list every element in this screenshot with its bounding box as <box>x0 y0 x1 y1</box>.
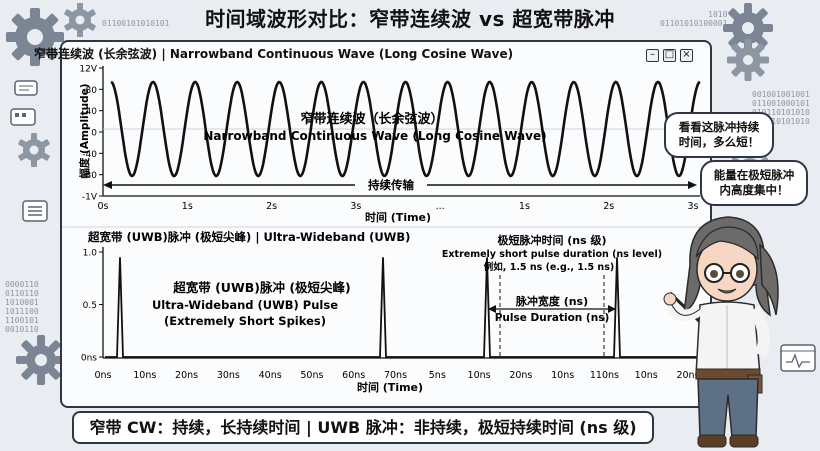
chat-icon <box>14 80 38 96</box>
arrow-right-icon <box>608 305 616 313</box>
bubble-line: 能量在极短脉冲 <box>713 168 795 182</box>
close-button[interactable]: × <box>680 49 693 62</box>
bottom-x-tick-label: 10ns <box>133 370 156 381</box>
bottom-x-tick-label: 10ns <box>635 370 658 381</box>
monitor-icon <box>780 344 816 372</box>
summary-caption: 窄带 CW：持续，长持续时间 | UWB 脉冲：非持续，极短持续时间 (ns 级… <box>72 411 654 444</box>
menu-icon <box>22 200 48 222</box>
top-x-tick-label: 1s <box>519 201 530 212</box>
uwb-label-cn: 超宽带 (UWB)脉冲 (极短尖峰) <box>172 280 351 295</box>
gear-icon <box>727 39 769 81</box>
bubble-line: 时间，多么短！ <box>678 135 760 149</box>
bottom-x-tick-label: 10ns <box>468 370 491 381</box>
bottom-x-label: 时间 (Time) <box>357 380 423 394</box>
bottom-x-tick-label: 70ns <box>384 370 407 381</box>
binary-text: 1010 01101010100001 <box>660 10 728 28</box>
bubble-line: 看看这脉冲持续 <box>678 120 760 134</box>
page-title: 时间域波形对比：窄带连续波 vs 超宽带脉冲 <box>205 7 615 31</box>
bottom-y-tick-label: 0ns <box>81 354 97 364</box>
top-x-tick-label: 0s <box>98 201 109 212</box>
cosine-wave-line <box>110 80 701 178</box>
top-y-tick-label: -1V <box>82 193 98 203</box>
bottom-x-tick-label: 30ns <box>217 370 240 381</box>
top-y-tick-label: -80 <box>82 171 97 181</box>
gear-icon <box>6 8 64 66</box>
arrow-left-icon <box>103 181 112 189</box>
binary-text: 001001001001 011001000101 010110101010 1… <box>752 90 810 126</box>
cw-label-en: Narrowband Continuous Wave (Long Cosine … <box>203 129 546 143</box>
bottom-x-tick-label: 40ns <box>259 370 282 381</box>
bottom-x-tick-label: 10ns <box>551 370 574 381</box>
uwb-label-en1: Ultra-Wideband (UWB) Pulse <box>152 298 338 312</box>
width-label-cn: 脉冲宽度 (ns) <box>515 294 588 308</box>
speech-bubble: 看看这脉冲持续 时间，多么短！ <box>664 112 774 158</box>
cw-label-cn: 窄带连续波（长余弦波） <box>300 111 443 127</box>
top-x-tick-label: 3s <box>688 201 699 212</box>
width-label-en: Pulse Duration (ns) <box>495 312 610 324</box>
bottom-x-tick-label: 60ns <box>342 370 365 381</box>
bubble-line: 内高度集中！ <box>719 183 789 197</box>
bottom-x-tick-label: 0ns <box>94 370 111 381</box>
bottom-x-tick-label: 110ns <box>590 370 619 381</box>
chat-icon <box>10 108 36 126</box>
uwb-label-en2: (Extremely Short Spikes) <box>164 314 326 328</box>
duration-label: 持续传输 <box>368 178 414 192</box>
top-x-tick-label: 2s <box>266 201 277 212</box>
bottom-x-tick-label: 20ns <box>509 370 532 381</box>
pulse-time-example: 例如, 1.5 ns (e.g., 1.5 ns) <box>484 261 614 273</box>
binary-text: 01100101010101 <box>102 19 170 28</box>
top-x-tick-label: 2s <box>603 201 614 212</box>
window-title: 窄带连续波 (长余弦波) | Narrowband Continuous Wav… <box>34 47 514 61</box>
top-y-tick-label: 0 <box>91 129 97 139</box>
gear-icon <box>63 3 97 37</box>
top-y-tick-label: -40 <box>82 150 97 160</box>
pulse-time-en: Extremely short pulse duration (ns level… <box>442 249 662 260</box>
top-x-tick-label: ... <box>436 201 445 212</box>
top-x-tick-label: 3s <box>350 201 361 212</box>
gear-icon <box>16 335 66 385</box>
arrow-right-icon <box>688 181 697 189</box>
bottom-x-tick-label: 5ns <box>429 370 446 381</box>
top-y-tick-label: 80 <box>86 86 98 96</box>
pulse-time-cn: 极短脉冲时间 (ns 级) <box>497 233 606 247</box>
top-y-tick-label: 40 <box>86 107 98 117</box>
bottom-y-tick-label: 0.5 <box>83 301 97 311</box>
maximize-button[interactable]: □ <box>663 49 676 62</box>
bottom-x-tick-label: 20ns <box>175 370 198 381</box>
arrow-left-icon <box>488 305 496 313</box>
gear-icon <box>723 3 773 53</box>
gear-icon <box>17 133 51 167</box>
top-y-tick-label: 12V <box>79 65 97 75</box>
bottom-y-tick-label: 1.0 <box>83 249 98 259</box>
minimize-button[interactable]: – <box>646 49 659 62</box>
top-x-tick-label: 1s <box>182 201 193 212</box>
bottom-x-tick-label: 50ns <box>300 370 323 381</box>
bottom-x-tick-label: 20ns <box>676 370 699 381</box>
binary-text: 0000110 0110110 1010001 1011100 1100101 … <box>5 280 39 334</box>
top-x-label: 时间 (Time) <box>365 210 431 224</box>
top-y-label: 幅度 (Amplitude) <box>78 83 91 178</box>
uwb-pulse-line <box>105 257 700 358</box>
speech-bubble: 能量在极短脉冲 内高度集中！ <box>700 160 808 206</box>
uwb-title: 超宽带 (UWB)脉冲 (极短尖峰) | Ultra-Wideband (UWB… <box>87 230 410 244</box>
presenter-character <box>663 216 779 448</box>
